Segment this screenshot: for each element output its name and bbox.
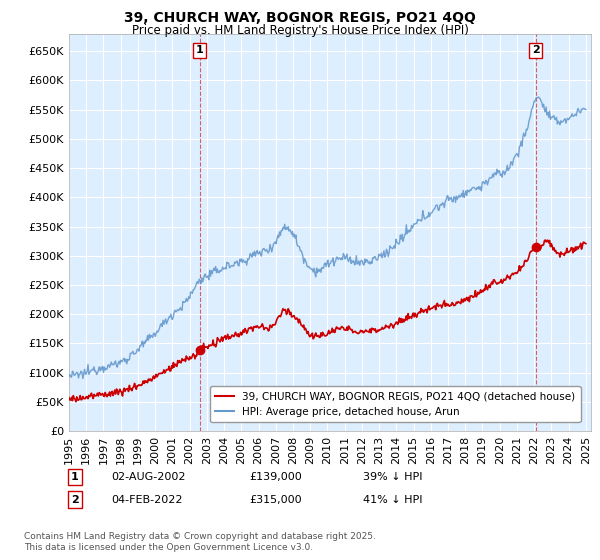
Text: 04-FEB-2022: 04-FEB-2022 <box>111 494 182 505</box>
Text: Contains HM Land Registry data © Crown copyright and database right 2025.
This d: Contains HM Land Registry data © Crown c… <box>24 532 376 552</box>
Text: 39, CHURCH WAY, BOGNOR REGIS, PO21 4QQ: 39, CHURCH WAY, BOGNOR REGIS, PO21 4QQ <box>124 11 476 25</box>
Text: £139,000: £139,000 <box>249 472 302 482</box>
Text: 39% ↓ HPI: 39% ↓ HPI <box>363 472 422 482</box>
Text: 2: 2 <box>532 45 539 55</box>
Text: 1: 1 <box>196 45 203 55</box>
Text: £315,000: £315,000 <box>249 494 302 505</box>
Text: 02-AUG-2002: 02-AUG-2002 <box>111 472 185 482</box>
Legend: 39, CHURCH WAY, BOGNOR REGIS, PO21 4QQ (detached house), HPI: Average price, det: 39, CHURCH WAY, BOGNOR REGIS, PO21 4QQ (… <box>210 386 581 422</box>
Text: 1: 1 <box>71 472 79 482</box>
Text: 2: 2 <box>71 494 79 505</box>
Text: Price paid vs. HM Land Registry's House Price Index (HPI): Price paid vs. HM Land Registry's House … <box>131 24 469 36</box>
Text: 41% ↓ HPI: 41% ↓ HPI <box>363 494 422 505</box>
